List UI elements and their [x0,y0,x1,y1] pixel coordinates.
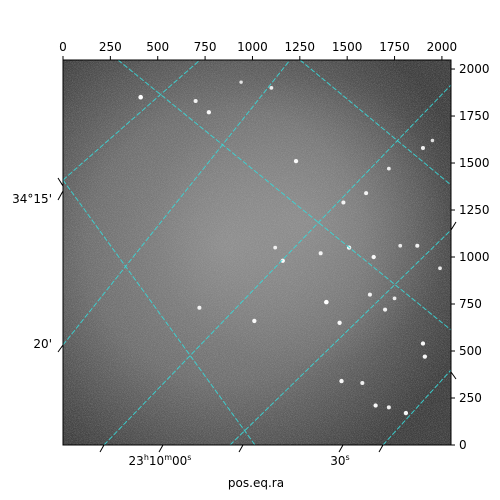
star [206,110,212,115]
star [420,145,425,150]
coordinate-grid [20,0,451,445]
right-tick-label: 250 [459,391,482,405]
top-tick-label: 0 [59,40,67,54]
star [364,191,369,196]
top-tick-label: 750 [194,40,217,54]
image-area [63,60,451,445]
star [383,307,388,312]
star [339,378,344,384]
star [293,158,299,164]
star [438,266,442,271]
star [398,243,403,248]
star [318,251,323,256]
right-tick-label: 500 [459,344,482,358]
right-tick-label: 2000 [459,62,490,76]
top-tick-label: 1750 [379,40,410,54]
ra-tick-label-2: 30s [330,453,349,468]
star [386,166,391,171]
grid-line [63,179,256,445]
right-tick-label: 0 [459,438,467,452]
star [337,320,342,325]
ra-tick-label-1: 23h10m00s [129,453,192,468]
star [280,258,285,263]
dec-axis: 34°15' 20' [12,177,457,380]
dec-tick-mark [57,177,457,380]
star [273,245,278,250]
x-axis-label: pos.eq.ra [228,476,284,490]
grid-line [299,60,451,186]
right-tick-label: 1750 [459,109,490,123]
star [420,341,426,346]
grid-line [20,0,63,38]
plot-frame [62,59,452,446]
grid-line [103,84,451,445]
star [324,299,329,305]
star [239,80,243,84]
right-tick-label: 1250 [459,203,490,217]
grid-line [63,60,291,346]
star [371,254,376,260]
top-pixel-axis: 0 250 500 750 1000 1250 1500 1750 2000 [59,40,457,60]
star [360,380,365,385]
star [341,200,346,205]
dec-tick-label-1: 34°15' [12,192,52,206]
star [138,94,143,100]
star [430,138,435,143]
top-tick-label: 2000 [427,40,458,54]
right-tick-label: 750 [459,297,482,311]
top-tick-label: 250 [99,40,122,54]
star [373,403,378,408]
star [197,305,202,310]
star [252,318,257,324]
top-tick-label: 1250 [285,40,316,54]
grid-line [229,229,451,445]
star [367,292,372,297]
ra-axis: 23h10m00s 30s pos.eq.ra [99,444,384,490]
right-pixel-axis: 0 250 500 750 1000 1250 1500 1750 2000 [451,62,490,452]
right-tick-label: 1500 [459,156,490,170]
grid-line [63,60,201,181]
top-tick-label: 1500 [332,40,363,54]
ra-tick-mark [99,444,384,453]
star [415,243,420,248]
star [386,405,391,410]
star [403,410,409,416]
star [269,85,274,90]
right-tick-label: 1000 [459,250,490,264]
star [392,296,397,301]
star [193,98,198,104]
grid-line [382,369,451,445]
top-tick-label: 1000 [237,40,268,54]
grid-line [117,60,451,331]
top-tick-label: 500 [146,40,169,54]
star [422,354,428,359]
dec-tick-label-2: 20' [33,337,52,351]
